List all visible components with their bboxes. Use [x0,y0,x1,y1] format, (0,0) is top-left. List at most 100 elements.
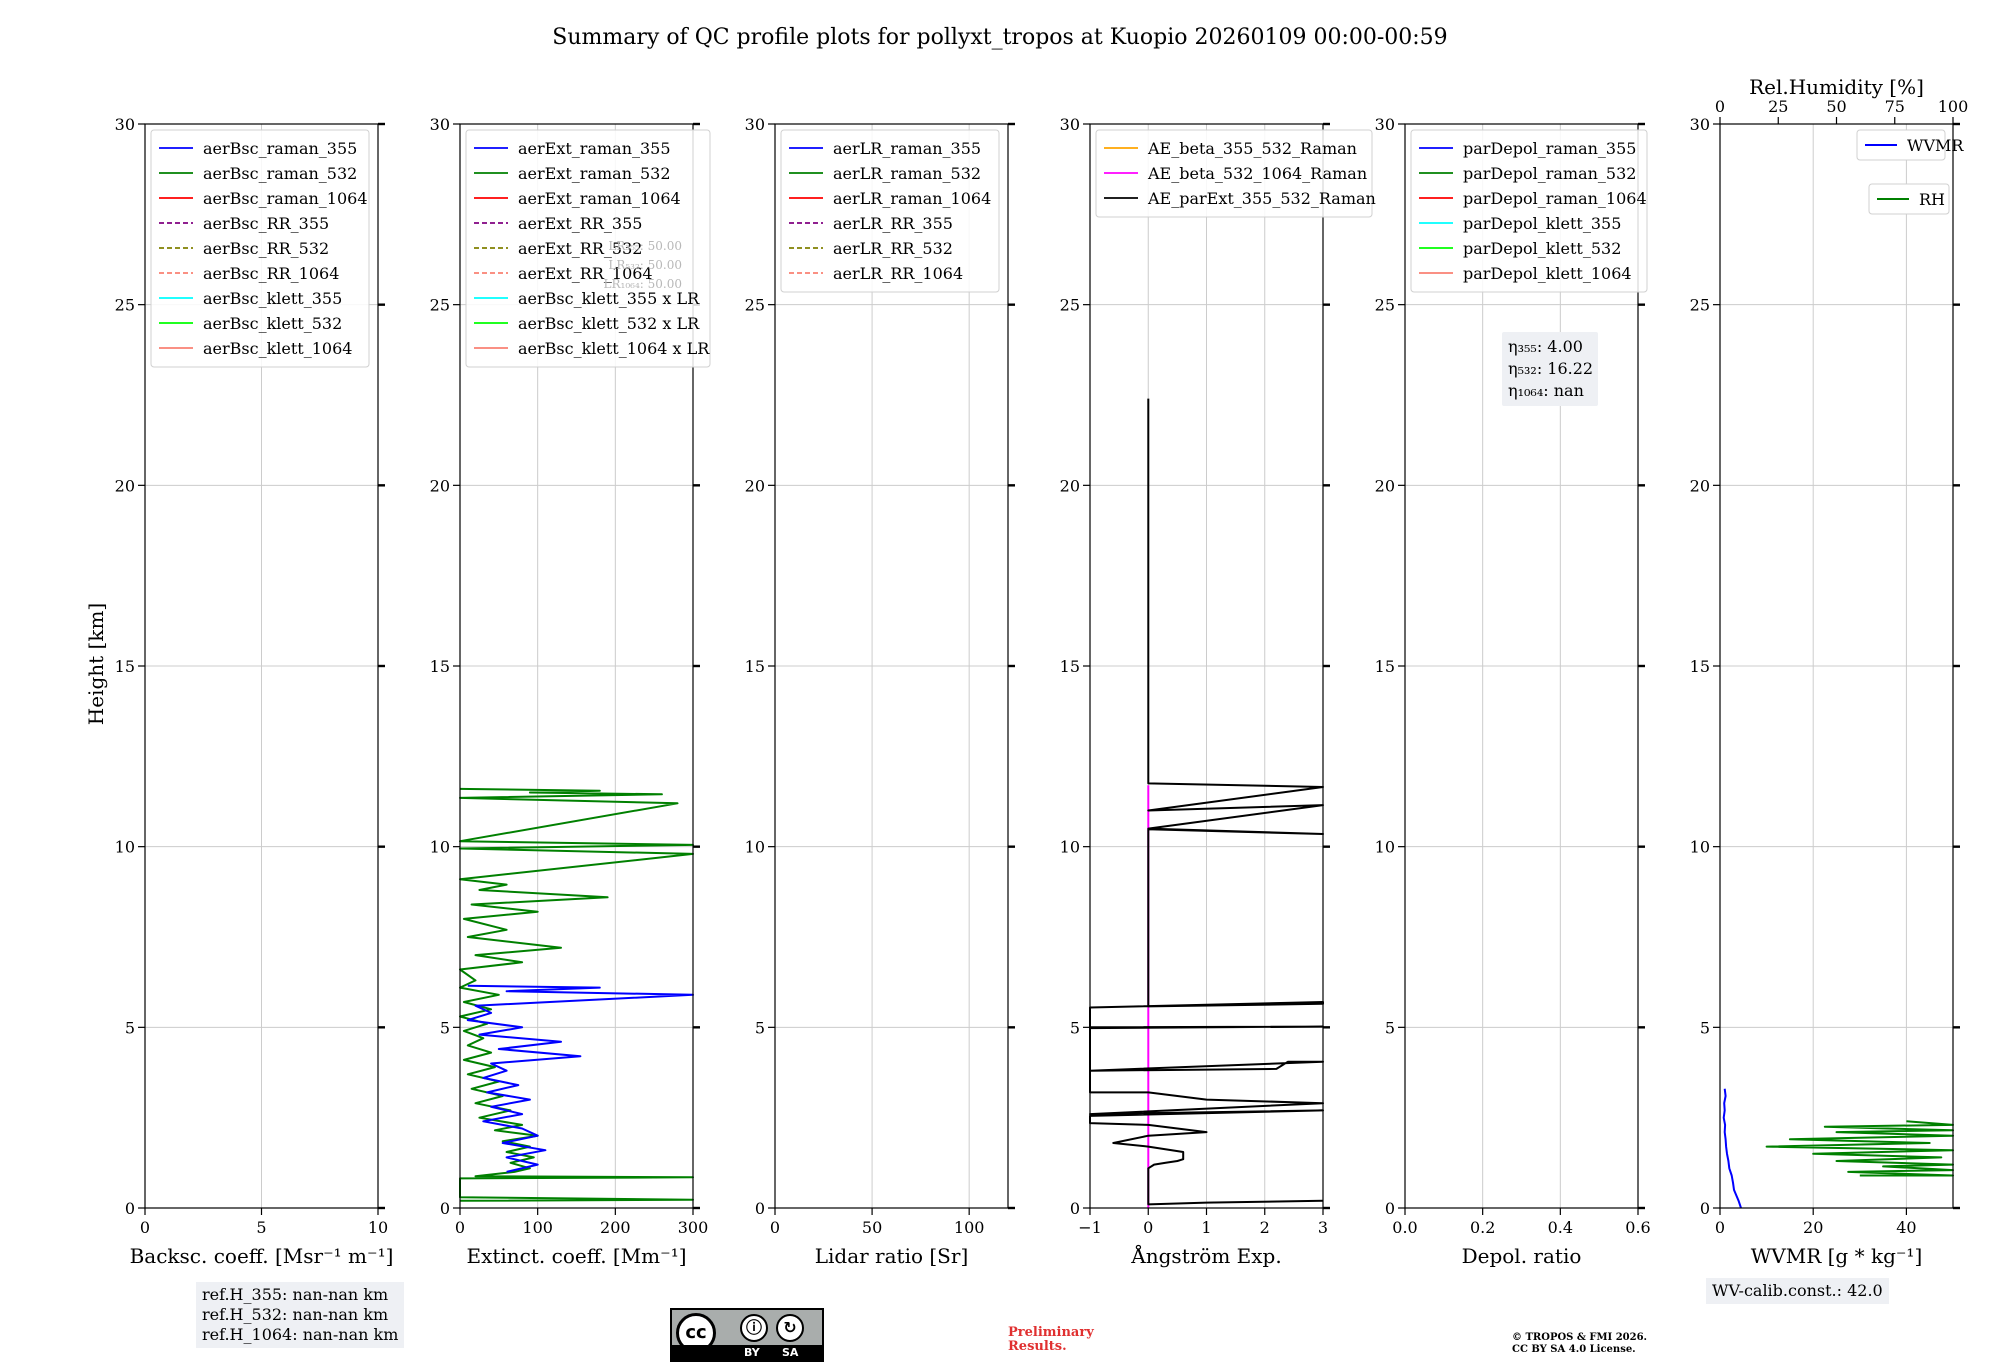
y-tick-label-1: 5 [755,1018,765,1037]
legend-label-aerExt_RR_532: aerExt_RR_532 [518,239,642,258]
legend-label-aerExt_raman_532: aerExt_raman_532 [518,164,671,183]
legend-label-parDepol_klett_1064: parDepol_klett_1064 [1463,264,1632,283]
x-tick-label-1: 100 [522,1218,553,1237]
legend-label-aerLR_raman_355: aerLR_raman_355 [833,139,981,158]
y-tick-label-3: 15 [430,657,450,676]
series-line-RH [1765,1120,1954,1177]
y-tick-label-3: 15 [1060,657,1080,676]
legend-label-parDepol_klett_532: parDepol_klett_532 [1463,239,1621,258]
x-tick-label-2: 200 [600,1218,631,1237]
x-tick-label-0: 0 [1715,1218,1725,1237]
figure-title: Summary of QC profile plots for pollyxt_… [552,25,1447,50]
legend-label-aerBsc_klett_1064 x LR: aerBsc_klett_1064 x LR [518,339,710,358]
legend-label-aerBsc_RR_1064: aerBsc_RR_1064 [203,264,339,283]
y-tick-label-5: 25 [1060,296,1080,315]
cc-sa-label: SA [782,1346,799,1359]
x-tick-label-1: 50 [862,1218,882,1237]
series-line-WVMR [1722,1088,1742,1209]
legend-label-aerLR_RR_355: aerLR_RR_355 [833,214,953,233]
y-tick-label-0: 0 [755,1199,765,1218]
x-axis-label: Ångström Exp. [1130,1243,1281,1268]
cc-license-badge[interactable]: cc ⓘ ↻ BY SA [670,1308,824,1362]
y-tick-label-0: 0 [1070,1199,1080,1218]
y-tick-label-6: 30 [115,115,135,134]
y-tick-label-2: 10 [1375,838,1395,857]
legend-frame [780,129,1000,293]
cc-license-bar: BY SA [672,1345,822,1360]
y-tick-label-0: 0 [1700,1199,1710,1218]
legend-label-AE_parExt_355_532_Raman: AE_parExt_355_532_Raman [1147,189,1376,208]
legend: aerBsc_raman_355 aerBsc_raman_532 aerBsc_r… [150,129,370,368]
y-tick-label-2: 10 [115,838,135,857]
legend-label-parDepol_raman_532: parDepol_raman_532 [1463,164,1636,183]
y-tick-label-0: 0 [125,1199,135,1218]
x-tick-label-2: 10 [368,1218,388,1237]
y-tick-label-3: 15 [115,657,135,676]
legend-label-parDepol_klett_355: parDepol_klett_355 [1463,214,1621,233]
y-tick-label-2: 10 [1060,838,1080,857]
y-tick-label-1: 5 [1385,1018,1395,1037]
legend-label-aerBsc_RR_532: aerBsc_RR_532 [203,239,329,258]
y-tick-label-6: 30 [1060,115,1080,134]
eta-annotation-2: η₁₀₆₄: nan [1508,381,1584,400]
y-tick-label-3: 15 [1375,657,1395,676]
y-tick-label-4: 20 [1375,476,1395,495]
legend-WVMR: WVMR [1856,129,1964,161]
x-tick-label-1: 0 [1143,1218,1153,1237]
legend-label: WVMR [1907,136,1964,155]
x-axis-label: WVMR [g * kg⁻¹] [1751,1244,1923,1268]
legend-label-aerLR_raman_1064: aerLR_raman_1064 [833,189,991,208]
x-axis-label: Extinct. coeff. [Mm⁻¹] [466,1244,686,1268]
x-tick-label-0: 0 [455,1218,465,1237]
y-tick-label-1: 5 [440,1018,450,1037]
legend-label-AE_beta_355_532_Raman: AE_beta_355_532_Raman [1147,139,1357,158]
x-axis-label: Backsc. coeff. [Msr⁻¹ m⁻¹] [130,1244,394,1268]
ref-height-355: ref.H_355: nan-nan km [202,1285,389,1304]
legend-label: RH [1919,190,1945,209]
series-line-AE_parExt_355_532_Raman [1089,398,1324,1206]
y-tick-label-5: 25 [745,296,765,315]
top-x-tick-label-2: 50 [1826,97,1846,116]
legend-label-aerExt_RR_355: aerExt_RR_355 [518,214,642,233]
legend-label-aerBsc_raman_1064: aerBsc_raman_1064 [203,189,368,208]
x-tick-label-0: 0 [770,1218,780,1237]
legend-label-aerExt_raman_355: aerExt_raman_355 [518,139,671,158]
y-tick-label-5: 25 [1690,296,1710,315]
x-tick-label-2: 1 [1201,1218,1211,1237]
legend-label-aerBsc_klett_1064: aerBsc_klett_1064 [203,339,352,358]
top-x-tick-label-1: 25 [1768,97,1788,116]
legend-label-aerBsc_klett_355 x LR: aerBsc_klett_355 x LR [518,289,700,308]
legend-label-aerBsc_klett_355: aerBsc_klett_355 [203,289,342,308]
y-tick-label-2: 10 [745,838,765,857]
panel-water-vapor: 0 5 10 15 20 25 30 0 20 40 WVMR [g * kg⁻¹] 0 25 50 75 1… [1690,75,1969,1268]
y-tick-label-5: 25 [115,296,135,315]
y-tick-label-6: 30 [1375,115,1395,134]
y-tick-label-4: 20 [1060,476,1080,495]
copyright-line-1: © TROPOS & FMI 2026. [1512,1332,1648,1343]
legend-label-aerBsc_klett_532: aerBsc_klett_532 [203,314,342,333]
panel-lidar-ratio: 0 5 10 15 20 25 30 0 50 100 Lidar ratio [Sr] aerLR_… [745,115,1015,1268]
legend-label-aerBsc_RR_355: aerBsc_RR_355 [203,214,329,233]
ref-height-box: ref.H_355: nan-nan km ref.H_532: nan-nan… [196,1282,405,1348]
legend: aerExt_raman_355 aerExt_raman_532 aerExt_r… [465,129,711,368]
cc-by-label: BY [744,1346,760,1359]
y-tick-label-5: 25 [430,296,450,315]
legend-RH: RH [1868,183,1950,215]
legend-label-parDepol_raman_355: parDepol_raman_355 [1463,139,1636,158]
x-tick-label-2: 40 [1896,1218,1916,1237]
x-tick-label-3: 300 [678,1218,709,1237]
copyright-note: © TROPOS & FMI 2026. CC BY SA 4.0 Licens… [1512,1332,1647,1356]
y-tick-label-1: 5 [125,1018,135,1037]
legend-label-aerBsc_klett_532 x LR: aerBsc_klett_532 x LR [518,314,700,333]
legend-frame [1410,129,1648,293]
top-x-tick-label-3: 75 [1885,97,1905,116]
x-tick-label-0: 0.0 [1392,1218,1417,1237]
x-tick-label-1: 5 [256,1218,266,1237]
legend: parDepol_raman_355 parDepol_raman_532 parD… [1410,129,1648,293]
y-tick-label-6: 30 [430,115,450,134]
legend-label-aerBsc_raman_532: aerBsc_raman_532 [203,164,357,183]
x-tick-label-0: −1 [1078,1218,1102,1237]
eta-annotation-1: η₅₃₂: 16.22 [1508,359,1593,378]
